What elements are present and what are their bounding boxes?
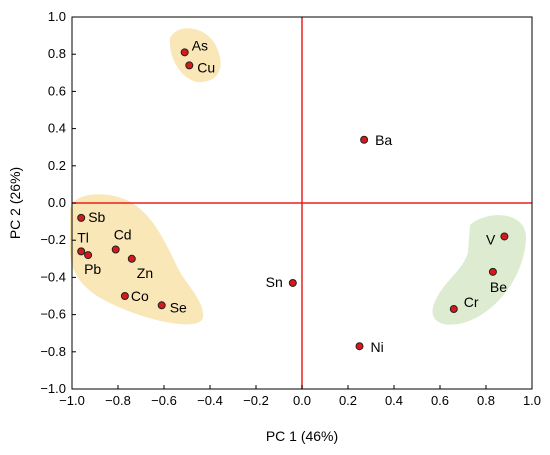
y-tick-label: −0.4 (40, 269, 66, 284)
y-tick-label: 0.0 (48, 195, 66, 210)
y-tick-label: −0.2 (40, 232, 66, 247)
cluster-regions (70, 28, 527, 325)
y-axis-label: PC 2 (26%) (7, 167, 23, 239)
cluster-v-be-cr (432, 215, 527, 325)
x-tick-label: 0.8 (477, 393, 495, 408)
point-ni (355, 342, 364, 351)
point-v (500, 232, 509, 241)
point-be (488, 267, 497, 276)
x-tick-label: −0.6 (151, 393, 177, 408)
cluster-left-group (70, 194, 204, 325)
y-tick-label: 0.2 (48, 158, 66, 173)
point-label-cu: Cu (197, 59, 215, 75)
y-tick-label: 1.0 (48, 9, 66, 24)
point-label-tl: Tl (77, 229, 89, 245)
point-sb (77, 213, 86, 222)
x-tick-label: 0.2 (339, 393, 357, 408)
point-cd (111, 245, 120, 254)
y-tick-label: 0.4 (48, 121, 66, 136)
x-tick-label: −0.2 (243, 393, 269, 408)
y-tick-label: 0.8 (48, 46, 66, 61)
point-label-pb: Pb (84, 261, 101, 277)
x-tick-label: 0.6 (431, 393, 449, 408)
point-cr (449, 305, 458, 314)
x-tick-label: −1.0 (59, 393, 85, 408)
point-as (180, 48, 189, 57)
point-label-as: As (192, 37, 208, 53)
point-label-be: Be (490, 279, 507, 295)
point-label-v: V (486, 231, 496, 247)
point-cu (185, 61, 194, 70)
point-label-cr: Cr (464, 294, 479, 310)
x-tick-label: −0.4 (197, 393, 223, 408)
x-tick-label: 1.0 (523, 393, 541, 408)
point-label-ba: Ba (375, 132, 392, 148)
y-tick-label: −0.8 (40, 344, 66, 359)
reference-lines (72, 17, 532, 389)
y-tick-label: 0.6 (48, 83, 66, 98)
x-tick-label: 0.4 (385, 393, 403, 408)
point-label-zn: Zn (137, 265, 153, 281)
x-axis-ticks: −1.0 −0.8 −0.6 −0.4 −0.2 0.0 0.2 0.4 0.6 0.8 1.0 (59, 385, 541, 408)
point-label-ni: Ni (371, 339, 384, 355)
point-tl (77, 247, 86, 256)
y-tick-label: −1.0 (40, 381, 66, 396)
point-sn (288, 278, 297, 287)
point-ba (360, 135, 369, 144)
y-tick-label: −0.6 (40, 307, 66, 322)
point-co (120, 292, 129, 300)
point-zn (127, 254, 136, 263)
point-label-sb: Sb (88, 209, 105, 225)
x-tick-label: −0.8 (105, 393, 131, 408)
x-axis-label: PC 1 (46%) (266, 428, 338, 444)
point-label-cd: Cd (114, 227, 132, 243)
point-label-sn: Sn (266, 274, 283, 290)
x-tick-label: 0.0 (293, 393, 311, 408)
cluster-as-cu (169, 28, 221, 83)
point-se (157, 301, 166, 310)
point-label-co: Co (131, 288, 149, 304)
point-pb (84, 251, 93, 260)
point-label-se: Se (170, 299, 187, 315)
data-points: As Cu Ba Sb Tl Cd Pb Zn Co Se Sn Ni V Be Cr (77, 37, 509, 355)
y-axis-ticks: 1.0 0.8 0.6 0.4 0.2 0.0 −0.2 −0.4 −0.6 −0.8 −1.0 (40, 9, 76, 396)
